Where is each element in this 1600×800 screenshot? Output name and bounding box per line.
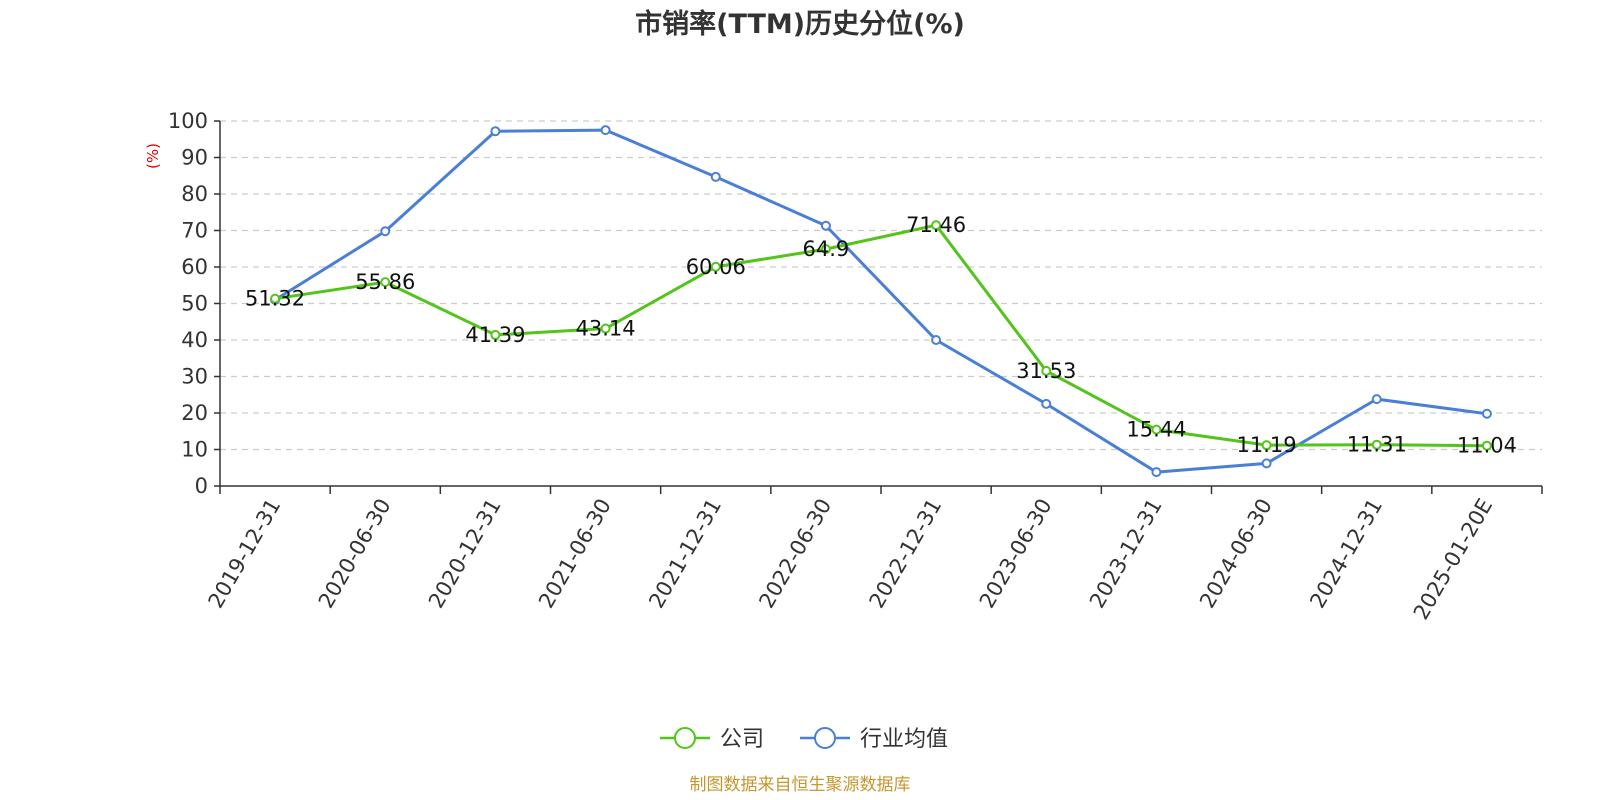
x-tick-label: 2022-06-30: [754, 495, 836, 613]
data-labels: 51.32 55.86 41.39 43.14 60.06 64.9 71.46 31.53 1…: [245, 213, 1517, 458]
series-line-1: [274, 128, 1488, 474]
x-tick-label: 2023-12-31: [1085, 495, 1167, 613]
legend-item-industry-average[interactable]: 行业均值: [800, 727, 948, 752]
data-point-1[interactable]: [1151, 467, 1162, 478]
series-line-0: [274, 223, 1487, 448]
y-tick-label: 60: [181, 255, 208, 279]
data-point-1[interactable]: [931, 335, 942, 345]
data-point-0[interactable]: [710, 261, 721, 272]
x-tick-label: 2024-12-31: [1305, 495, 1387, 613]
data-label: 15.44: [1126, 418, 1186, 442]
data-label: 60.06: [686, 255, 746, 279]
legend-item-company[interactable]: 公司: [660, 727, 764, 752]
x-tick-label: 2025-01-20E: [1409, 495, 1497, 624]
data-label: 64.9: [803, 237, 850, 261]
y-axis-label: (%): [144, 143, 162, 169]
data-point-0[interactable]: [931, 220, 942, 231]
legend[interactable]: 公司 行业均值: [660, 727, 948, 752]
data-point-1[interactable]: [1261, 458, 1272, 469]
series: [270, 125, 1492, 478]
y-tick-label: 70: [181, 219, 208, 243]
x-tick-label: 2023-06-30: [975, 495, 1057, 613]
y-tick-label: 100: [168, 109, 208, 133]
data-point-0[interactable]: [820, 244, 831, 255]
x-tick-label: 2022-12-31: [865, 494, 947, 612]
data-point-1[interactable]: [600, 125, 611, 136]
y-tick-label: 50: [181, 292, 208, 316]
data-point-0[interactable]: [1261, 440, 1272, 451]
data-point-0[interactable]: [1481, 440, 1492, 451]
x-tick-label: 2024-06-30: [1195, 495, 1277, 613]
data-point-1[interactable]: [380, 226, 391, 237]
data-label: 41.39: [465, 323, 525, 347]
data-label: 11.31: [1347, 433, 1407, 457]
x-tick-label: 2019-12-31: [204, 495, 286, 613]
legend-marker-company: [674, 727, 696, 749]
data-point-0[interactable]: [490, 329, 501, 340]
data-label: 11.19: [1237, 433, 1297, 457]
data-point-0[interactable]: [600, 323, 611, 334]
data-label: 11.04: [1457, 434, 1517, 458]
x-tick-label: 2021-12-31: [644, 495, 726, 613]
data-point-0[interactable]: [1041, 365, 1052, 376]
data-point-0[interactable]: [1371, 439, 1382, 450]
x-tick-label: 2020-12-31: [424, 494, 506, 612]
legend-label-industry-average: 行业均值: [860, 727, 948, 752]
data-point-1[interactable]: [1481, 408, 1492, 419]
data-point-0[interactable]: [380, 277, 391, 288]
y-tick-label: 0: [195, 474, 208, 498]
legend-label-company: 公司: [720, 727, 764, 752]
data-point-0[interactable]: [270, 293, 281, 304]
y-tick-label: 20: [181, 401, 208, 425]
axes: 0 10 20 30 40 50 60 70 80 90 100 2019-12-31 2020-06-…: [168, 109, 1543, 624]
data-label: 43.14: [576, 317, 636, 341]
chart-title: 市销率(TTM)历史分位(%): [635, 8, 965, 40]
data-point-1[interactable]: [820, 220, 831, 231]
data-label: 71.46: [906, 213, 966, 237]
x-tick-label: 2020-06-30: [314, 495, 396, 613]
data-point-1[interactable]: [710, 171, 721, 182]
x-tick-label: 2021-06-30: [534, 495, 616, 613]
data-label: 55.86: [355, 270, 415, 294]
y-tick-label: 40: [181, 328, 208, 352]
y-tick-label: 80: [181, 182, 208, 206]
grid: [220, 120, 1542, 451]
y-tick-label: 90: [181, 146, 208, 170]
data-source-note: 制图数据来自恒生聚源数据库: [690, 775, 911, 795]
data-point-1[interactable]: [490, 126, 501, 137]
y-tick-label: 30: [181, 365, 208, 389]
data-label: 31.53: [1016, 359, 1076, 383]
data-point-1[interactable]: [1041, 398, 1052, 409]
legend-marker-industry-average: [814, 727, 836, 749]
data-point-1[interactable]: [1371, 394, 1382, 405]
data-label: 51.32: [245, 287, 305, 311]
data-point-0[interactable]: [1151, 424, 1162, 435]
y-tick-label: 10: [181, 438, 208, 462]
